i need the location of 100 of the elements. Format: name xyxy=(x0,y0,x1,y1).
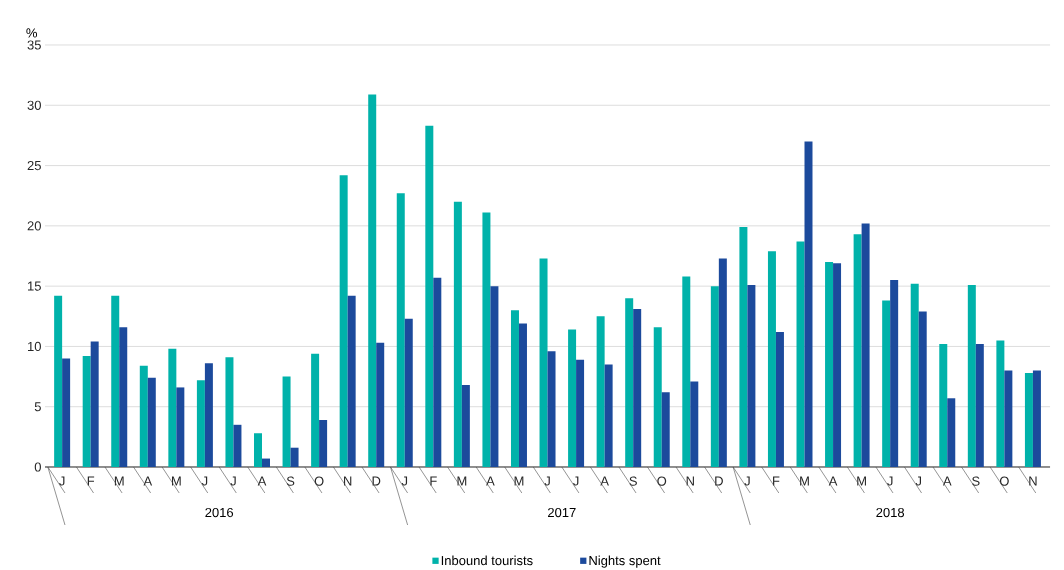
y-axis-title: % xyxy=(26,28,38,38)
bar xyxy=(425,125,434,467)
bar xyxy=(319,419,328,467)
x-tick-label: O xyxy=(999,476,1009,486)
x-tick-label: D xyxy=(372,476,381,486)
x-tick-label: J xyxy=(59,476,65,486)
bar xyxy=(1004,370,1013,467)
bar xyxy=(710,286,719,467)
y-tick-label: 15 xyxy=(28,281,41,291)
bar xyxy=(853,234,862,467)
bar xyxy=(396,193,405,467)
x-tick-label: J xyxy=(544,476,550,486)
bar xyxy=(539,258,548,467)
bar xyxy=(890,280,899,467)
bar xyxy=(490,286,499,467)
x-tick-label: F xyxy=(430,476,437,486)
bar xyxy=(625,298,634,467)
legend-label: Inbound tourists xyxy=(441,555,533,566)
x-tick-label: S xyxy=(972,476,980,486)
bar xyxy=(453,201,462,467)
bar xyxy=(1032,370,1041,467)
x-tick-label: A xyxy=(942,476,952,486)
bar xyxy=(90,341,99,467)
bar xyxy=(518,323,527,467)
x-tick-label: N xyxy=(686,476,694,486)
bar xyxy=(918,311,927,467)
bar xyxy=(461,385,470,467)
bar xyxy=(282,376,291,467)
bar xyxy=(254,433,262,467)
x-tick-label: M xyxy=(172,476,181,486)
bar xyxy=(339,175,348,467)
bar xyxy=(233,424,242,467)
bar xyxy=(196,380,205,467)
text: 2017 xyxy=(548,507,576,518)
bar xyxy=(690,381,699,467)
x-tick-label: F xyxy=(773,476,780,486)
x-tick-label: N xyxy=(1029,476,1037,486)
bar xyxy=(347,295,356,467)
bar xyxy=(796,241,805,467)
bar xyxy=(739,227,748,467)
text: 2018 xyxy=(876,507,905,518)
bar xyxy=(368,94,377,467)
x-tick-label: J xyxy=(887,476,893,486)
bar xyxy=(661,392,670,467)
bar xyxy=(747,284,756,467)
x-tick-label: M xyxy=(514,476,524,486)
bar xyxy=(62,358,71,467)
bar xyxy=(576,359,585,467)
bar xyxy=(633,309,642,467)
bar xyxy=(682,276,691,467)
x-tick-label: A xyxy=(600,476,609,486)
x-tick-label: N xyxy=(344,476,352,486)
bar xyxy=(975,344,984,467)
bar xyxy=(290,447,299,467)
bar xyxy=(967,284,976,467)
bar xyxy=(547,351,556,467)
y-tick-label: 20 xyxy=(27,221,41,231)
x-tick-label: M xyxy=(800,476,809,486)
bar xyxy=(825,262,834,467)
bar xyxy=(147,377,156,467)
bar xyxy=(947,398,956,467)
bar xyxy=(568,329,577,467)
bar xyxy=(882,300,891,467)
x-tick-label: J xyxy=(201,476,208,486)
bar xyxy=(1024,372,1033,467)
x-tick-label: M xyxy=(114,476,124,486)
x-tick-label: J xyxy=(401,476,408,486)
x-tick-label: A xyxy=(143,476,153,486)
bar xyxy=(939,344,948,467)
bar xyxy=(225,357,234,467)
bar xyxy=(82,356,91,467)
bar xyxy=(604,364,613,467)
bar xyxy=(910,283,919,467)
bar xyxy=(996,340,1005,467)
bar xyxy=(653,327,662,467)
bar xyxy=(861,223,870,467)
bar xyxy=(775,331,784,467)
legend-label: Nights spent xyxy=(589,555,661,568)
bar xyxy=(767,251,776,467)
x-tick-label: J xyxy=(915,476,921,486)
x-tick-label: J xyxy=(573,476,579,486)
y-tick-label: 5 xyxy=(34,402,41,412)
x-tick-label: O xyxy=(314,476,324,486)
bar xyxy=(404,318,413,467)
x-tick-label: J xyxy=(230,476,236,486)
bar xyxy=(718,258,727,467)
y-tick-label: 35 xyxy=(27,40,41,50)
x-tick-label: F xyxy=(87,476,95,486)
bar xyxy=(119,327,128,467)
bar xyxy=(596,316,605,467)
bar xyxy=(176,387,185,467)
bar xyxy=(54,295,63,467)
x-tick-label: A xyxy=(828,476,838,486)
bar xyxy=(111,295,120,467)
y-tick-label: 0 xyxy=(34,462,41,472)
bar xyxy=(433,277,442,467)
x-tick-label: M xyxy=(857,476,866,486)
bar xyxy=(262,458,270,467)
bar xyxy=(168,348,177,467)
x-tick-label: S xyxy=(629,476,637,486)
